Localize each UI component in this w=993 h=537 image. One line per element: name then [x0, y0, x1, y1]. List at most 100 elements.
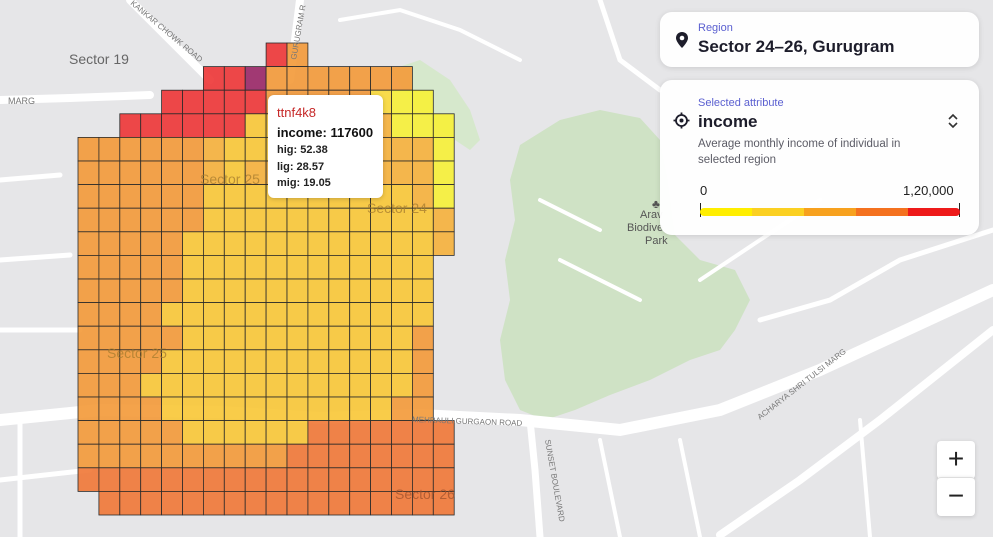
grid-cell[interactable] [77, 420, 100, 445]
grid-cell[interactable] [202, 396, 225, 422]
grid-cell[interactable] [328, 231, 351, 256]
grid-cell[interactable] [98, 207, 121, 233]
grid-cell[interactable] [307, 349, 330, 374]
grid-cell[interactable] [244, 136, 267, 162]
grid-cell[interactable] [411, 443, 434, 469]
grid-cell[interactable] [244, 231, 267, 256]
grid-cell[interactable] [182, 420, 204, 445]
grid-cell[interactable] [202, 467, 225, 492]
grid-cell[interactable] [391, 113, 413, 138]
grid-cell[interactable] [77, 278, 100, 304]
grid-cell[interactable] [370, 420, 392, 445]
grid-cell[interactable] [328, 372, 351, 398]
grid-cell[interactable] [307, 66, 330, 91]
grid-cell[interactable] [349, 349, 372, 374]
grid-cell[interactable] [307, 396, 330, 422]
grid-cell[interactable] [349, 467, 372, 492]
grid-cell[interactable] [202, 420, 225, 445]
grid-cell[interactable] [286, 443, 309, 469]
grid-cell[interactable] [98, 396, 121, 422]
grid-cell[interactable] [202, 184, 225, 209]
grid-cell[interactable] [286, 490, 309, 516]
grid-cell[interactable] [98, 278, 121, 304]
grid-cell[interactable] [140, 254, 162, 280]
grid-cell[interactable] [286, 254, 309, 280]
grid-cell[interactable] [223, 184, 246, 209]
grid-cell[interactable] [98, 184, 121, 209]
grid-cell[interactable] [202, 66, 225, 91]
grid-cell[interactable] [391, 302, 413, 327]
grid-cell[interactable] [411, 136, 434, 162]
grid-cell[interactable] [140, 113, 162, 138]
grid-cell[interactable] [307, 231, 330, 256]
grid-cell[interactable] [286, 349, 309, 374]
grid-cell[interactable] [182, 207, 204, 233]
grid-cell[interactable] [244, 254, 267, 280]
grid-cell[interactable] [77, 184, 100, 209]
grid-cell[interactable] [411, 372, 434, 398]
grid-cell[interactable] [349, 396, 372, 422]
grid-cell[interactable] [202, 278, 225, 304]
grid-cell[interactable] [98, 443, 121, 469]
grid-cell[interactable] [244, 184, 267, 209]
grid-cell[interactable] [411, 89, 434, 115]
grid-cell[interactable] [349, 278, 372, 304]
grid-cell[interactable] [140, 490, 162, 516]
grid-cell[interactable] [265, 302, 288, 327]
grid-cell[interactable] [182, 372, 204, 398]
grid-cell[interactable] [119, 490, 142, 516]
grid-cell[interactable] [77, 372, 100, 398]
grid-cell[interactable] [411, 302, 434, 327]
grid-cell[interactable] [119, 184, 142, 209]
grid-cell[interactable] [161, 302, 183, 327]
grid-cell[interactable] [119, 302, 142, 327]
grid-cell[interactable] [182, 467, 204, 492]
grid-cell[interactable] [244, 396, 267, 422]
grid-cell[interactable] [432, 490, 455, 516]
grid-cell[interactable] [202, 443, 225, 469]
grid-cell[interactable] [307, 372, 330, 398]
grid-cell[interactable] [223, 113, 246, 138]
grid-cell[interactable] [119, 420, 142, 445]
grid-cell[interactable] [244, 66, 267, 91]
grid-cell[interactable] [140, 278, 162, 304]
grid-cell[interactable] [265, 42, 288, 68]
grid-cell[interactable] [328, 325, 351, 351]
grid-cell[interactable] [98, 231, 121, 256]
grid-cell[interactable] [328, 278, 351, 304]
grid-cell[interactable] [77, 302, 100, 327]
grid-cell[interactable] [202, 349, 225, 374]
grid-cell[interactable] [286, 231, 309, 256]
grid-cell[interactable] [119, 467, 142, 492]
grid-cell[interactable] [140, 160, 162, 186]
grid-cell[interactable] [370, 372, 392, 398]
grid-cell[interactable] [161, 231, 183, 256]
grid-cell[interactable] [244, 207, 267, 233]
grid-cell[interactable] [328, 302, 351, 327]
grid-cell[interactable] [77, 231, 100, 256]
grid-cell[interactable] [307, 467, 330, 492]
grid-cell[interactable] [307, 490, 330, 516]
income-hex-grid[interactable] [77, 42, 455, 516]
grid-cell[interactable] [223, 207, 246, 233]
grid-cell[interactable] [223, 396, 246, 422]
grid-cell[interactable] [77, 467, 100, 492]
grid-cell[interactable] [391, 89, 413, 115]
grid-cell[interactable] [161, 443, 183, 469]
grid-cell[interactable] [307, 443, 330, 469]
grid-cell[interactable] [391, 160, 413, 186]
grid-cell[interactable] [307, 278, 330, 304]
grid-cell[interactable] [140, 207, 162, 233]
grid-cell[interactable] [432, 443, 455, 469]
grid-cell[interactable] [182, 396, 204, 422]
grid-cell[interactable] [223, 302, 246, 327]
grid-cell[interactable] [182, 490, 204, 516]
grid-cell[interactable] [202, 254, 225, 280]
grid-cell[interactable] [349, 325, 372, 351]
grid-cell[interactable] [411, 113, 434, 138]
grid-cell[interactable] [161, 89, 183, 115]
grid-cell[interactable] [370, 254, 392, 280]
grid-cell[interactable] [391, 136, 413, 162]
grid-cell[interactable] [265, 66, 288, 91]
grid-cell[interactable] [77, 443, 100, 469]
